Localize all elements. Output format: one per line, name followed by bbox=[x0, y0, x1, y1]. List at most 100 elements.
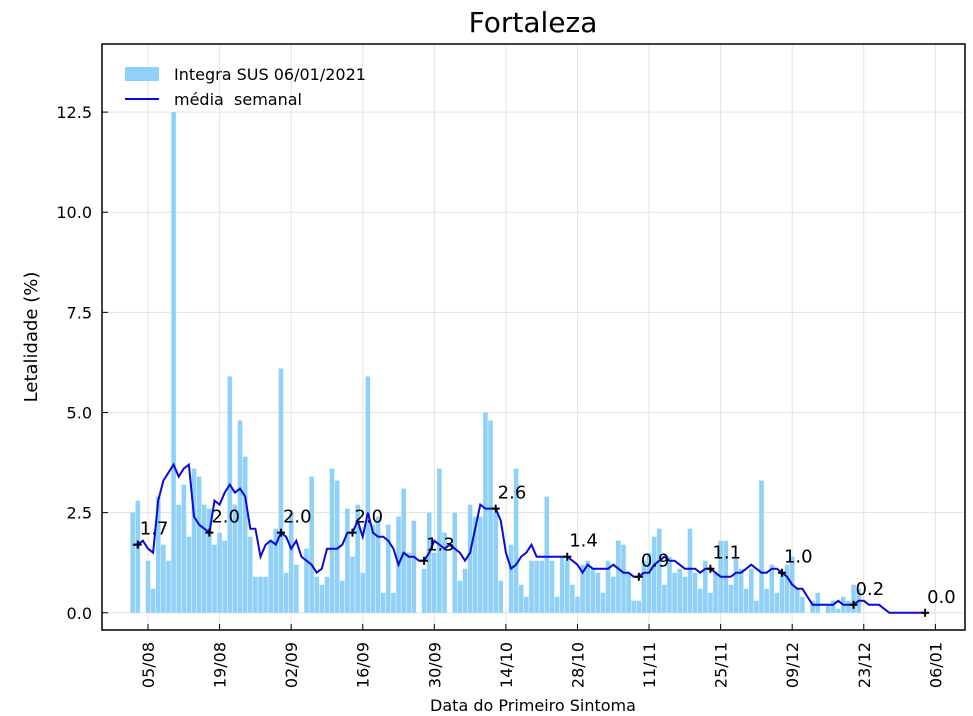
bar bbox=[391, 592, 396, 613]
bar bbox=[697, 588, 703, 613]
bar bbox=[641, 560, 647, 613]
annotation-marker bbox=[921, 608, 930, 617]
bar bbox=[283, 572, 289, 613]
bar bbox=[334, 480, 340, 613]
bar bbox=[631, 600, 637, 613]
bar bbox=[672, 572, 677, 613]
x-tick-label: 19/08 bbox=[211, 642, 230, 688]
bar bbox=[590, 568, 596, 613]
bar bbox=[585, 560, 590, 613]
bar bbox=[309, 476, 314, 613]
bar bbox=[646, 552, 652, 613]
bar bbox=[810, 600, 815, 613]
bar bbox=[754, 600, 759, 613]
x-tick-label: 25/11 bbox=[712, 642, 731, 688]
bar bbox=[161, 544, 166, 613]
annotation-label: 2.0 bbox=[355, 507, 384, 528]
bar bbox=[401, 488, 406, 613]
legend-label: média semanal bbox=[174, 90, 302, 109]
y-tick-label: 12.5 bbox=[56, 103, 92, 122]
bar bbox=[329, 468, 335, 613]
bar bbox=[293, 564, 299, 613]
x-axis-label: Data do Primeiro Sintoma bbox=[430, 696, 636, 715]
bar bbox=[830, 600, 836, 613]
bar bbox=[748, 568, 754, 613]
bar bbox=[846, 600, 851, 613]
annotation-marker bbox=[706, 564, 715, 573]
y-tick-label: 5.0 bbox=[67, 404, 92, 423]
bar bbox=[380, 592, 386, 613]
x-tick-label: 11/11 bbox=[640, 642, 659, 688]
y-axis-label: Letalidade (%) bbox=[21, 272, 42, 403]
bar bbox=[759, 480, 764, 613]
x-tick-label: 09/12 bbox=[783, 642, 802, 688]
bar bbox=[150, 588, 156, 613]
annotation-marker bbox=[420, 556, 429, 565]
bar bbox=[656, 528, 662, 613]
annotation-label: 1.3 bbox=[426, 535, 455, 556]
legend-swatch bbox=[125, 67, 159, 81]
bar bbox=[319, 584, 325, 613]
y-tick-label: 10.0 bbox=[56, 203, 92, 222]
annotation-marker bbox=[777, 568, 786, 577]
bar bbox=[350, 556, 355, 613]
bar bbox=[314, 576, 320, 613]
bar bbox=[227, 376, 233, 613]
bar bbox=[355, 504, 360, 613]
bar bbox=[386, 524, 391, 613]
bar bbox=[708, 592, 713, 613]
bar bbox=[554, 596, 560, 613]
bar bbox=[145, 560, 151, 613]
bar bbox=[600, 592, 606, 613]
bar bbox=[457, 580, 463, 613]
bar bbox=[258, 576, 263, 613]
bar bbox=[232, 504, 238, 613]
bar bbox=[483, 412, 488, 613]
bar bbox=[191, 468, 197, 613]
bar bbox=[253, 576, 258, 613]
bar bbox=[764, 588, 769, 613]
x-tick-label: 30/09 bbox=[425, 642, 444, 688]
bar bbox=[851, 584, 856, 613]
x-tick-label: 02/09 bbox=[282, 642, 301, 688]
bar bbox=[626, 572, 631, 613]
bar bbox=[339, 580, 345, 613]
bar bbox=[564, 560, 570, 613]
bar bbox=[273, 528, 279, 613]
bar bbox=[176, 504, 181, 613]
bar bbox=[713, 572, 718, 613]
bar bbox=[432, 552, 437, 613]
bar bbox=[539, 560, 544, 613]
bar bbox=[621, 544, 626, 613]
bar bbox=[268, 540, 274, 613]
bar bbox=[462, 568, 468, 613]
x-tick-label: 06/01 bbox=[926, 642, 945, 688]
bar bbox=[595, 572, 601, 613]
bar bbox=[345, 508, 350, 613]
bar bbox=[263, 576, 268, 613]
bar bbox=[774, 592, 780, 613]
x-tick-label: 28/10 bbox=[568, 642, 587, 688]
bar bbox=[247, 536, 253, 613]
annotation-label: 1.7 bbox=[140, 519, 169, 540]
annotation-label: 2.0 bbox=[211, 507, 240, 528]
bar bbox=[237, 420, 243, 613]
annotation-label: 0.2 bbox=[856, 579, 885, 600]
annotation-marker bbox=[849, 600, 858, 609]
y-tick-label: 0.0 bbox=[67, 604, 92, 623]
bar bbox=[835, 608, 841, 613]
bar bbox=[784, 564, 790, 613]
bar bbox=[155, 496, 161, 613]
bar bbox=[605, 560, 611, 613]
bar bbox=[549, 560, 555, 613]
bar bbox=[426, 512, 432, 613]
legend-label: Integra SUS 06/01/2021 bbox=[174, 65, 366, 84]
y-tick-label: 7.5 bbox=[67, 303, 92, 322]
annotation-label: 1.4 bbox=[569, 531, 598, 552]
bar bbox=[513, 468, 519, 613]
bar bbox=[733, 556, 739, 613]
bar bbox=[452, 512, 458, 613]
annotation-label: 2.6 bbox=[498, 483, 527, 504]
bar bbox=[411, 520, 417, 613]
